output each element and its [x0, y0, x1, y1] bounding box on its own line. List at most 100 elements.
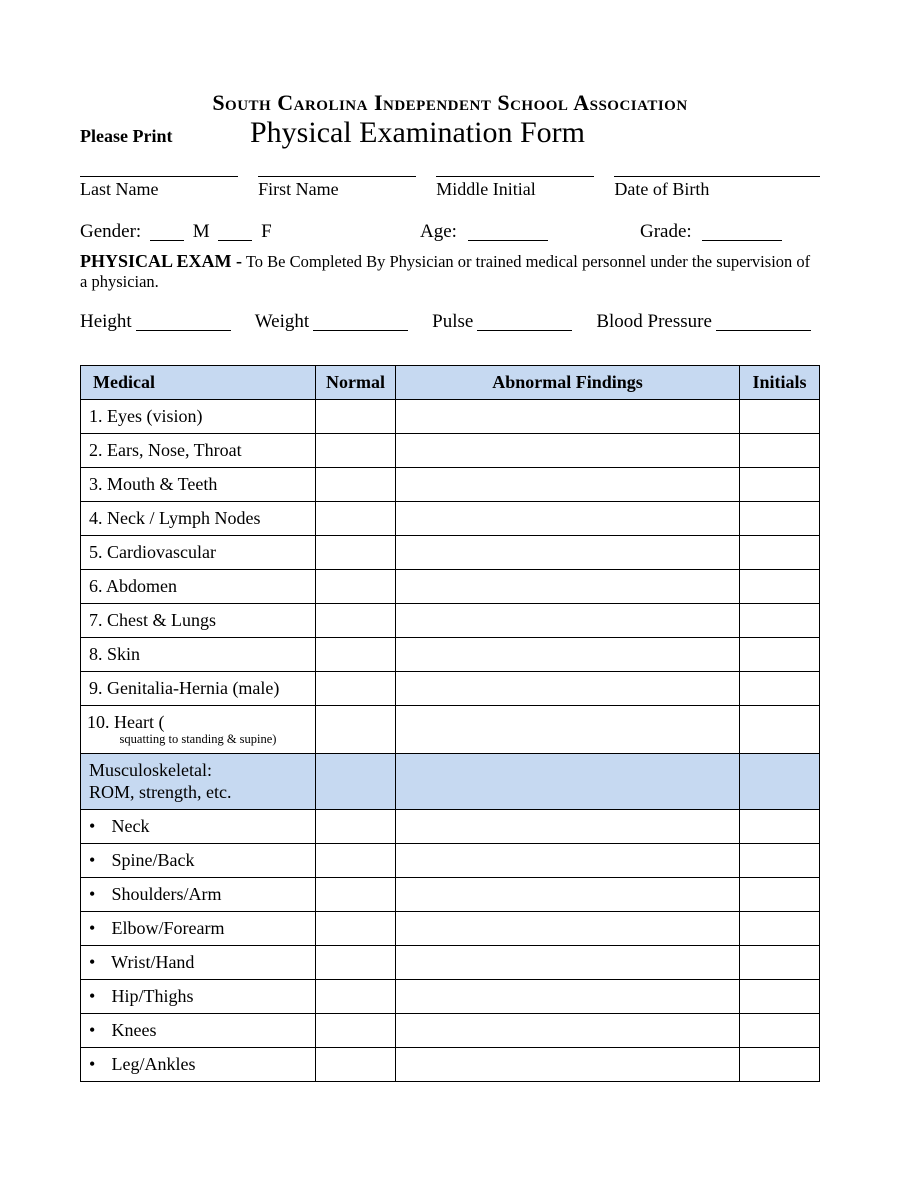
height-blank[interactable] [136, 312, 231, 331]
normal-cell[interactable] [316, 434, 396, 468]
name-row: Last Name First Name Middle Initial Date… [80, 176, 820, 200]
physical-exam-lead: PHYSICAL EXAM - [80, 251, 242, 271]
abnormal-cell[interactable] [396, 946, 740, 980]
normal-cell[interactable] [316, 1048, 396, 1082]
normal-cell[interactable] [316, 638, 396, 672]
medical-label: • Neck [81, 810, 316, 844]
initials-cell[interactable] [740, 434, 820, 468]
abnormal-cell[interactable] [396, 672, 740, 706]
abnormal-cell[interactable] [396, 878, 740, 912]
medical-label: 3. Mouth & Teeth [81, 468, 316, 502]
initials-cell[interactable] [740, 912, 820, 946]
abnormal-cell[interactable] [396, 912, 740, 946]
normal-cell[interactable] [316, 468, 396, 502]
normal-cell[interactable] [316, 980, 396, 1014]
medical-label: 2. Ears, Nose, Throat [81, 434, 316, 468]
initials-cell [740, 754, 820, 810]
medical-label: 8. Skin [81, 638, 316, 672]
last-name-field[interactable]: Last Name [80, 176, 238, 200]
normal-cell[interactable] [316, 570, 396, 604]
vitals-row: Height Weight Pulse Blood Pressure [80, 308, 820, 333]
normal-cell[interactable] [316, 536, 396, 570]
height-label: Height [80, 311, 132, 332]
abnormal-cell[interactable] [396, 570, 740, 604]
table-row: • Hip/Thighs [81, 980, 820, 1014]
age-blank[interactable] [468, 222, 548, 241]
normal-cell[interactable] [316, 912, 396, 946]
table-row: • Wrist/Hand [81, 946, 820, 980]
abnormal-cell[interactable] [396, 810, 740, 844]
normal-cell[interactable] [316, 844, 396, 878]
initials-cell[interactable] [740, 706, 820, 754]
normal-cell[interactable] [316, 946, 396, 980]
please-print-label: Please Print [80, 126, 250, 147]
abnormal-cell[interactable] [396, 980, 740, 1014]
initials-cell[interactable] [740, 980, 820, 1014]
first-name-field[interactable]: First Name [258, 176, 416, 200]
age-group: Age: [420, 218, 640, 243]
pulse-group: Pulse [432, 308, 572, 333]
pulse-label: Pulse [432, 311, 473, 332]
initials-cell[interactable] [740, 570, 820, 604]
height-group: Height [80, 308, 231, 333]
initials-cell[interactable] [740, 638, 820, 672]
normal-cell[interactable] [316, 502, 396, 536]
weight-blank[interactable] [313, 312, 408, 331]
initials-cell[interactable] [740, 810, 820, 844]
initials-cell[interactable] [740, 502, 820, 536]
gender-f-blank[interactable] [218, 222, 252, 241]
pulse-blank[interactable] [477, 312, 572, 331]
gender-age-grade-row: Gender: M F Age: Grade: [80, 218, 820, 243]
normal-cell[interactable] [316, 1014, 396, 1048]
last-name-label: Last Name [80, 177, 238, 200]
grade-blank[interactable] [702, 222, 782, 241]
initials-cell[interactable] [740, 400, 820, 434]
table-row: • Elbow/Forearm [81, 912, 820, 946]
medical-label: 7. Chest & Lungs [81, 604, 316, 638]
abnormal-cell[interactable] [396, 400, 740, 434]
gender-m-blank[interactable] [150, 222, 184, 241]
initials-cell[interactable] [740, 468, 820, 502]
abnormal-cell[interactable] [396, 706, 740, 754]
initials-cell[interactable] [740, 604, 820, 638]
abnormal-cell[interactable] [396, 604, 740, 638]
medical-label: 6. Abdomen [81, 570, 316, 604]
th-normal: Normal [316, 366, 396, 400]
grade-group: Grade: [640, 218, 820, 243]
abnormal-cell[interactable] [396, 434, 740, 468]
normal-cell[interactable] [316, 672, 396, 706]
normal-cell[interactable] [316, 810, 396, 844]
medical-label: • Knees [81, 1014, 316, 1048]
normal-cell[interactable] [316, 878, 396, 912]
dob-field[interactable]: Date of Birth [614, 176, 820, 200]
normal-cell[interactable] [316, 706, 396, 754]
initials-cell[interactable] [740, 1014, 820, 1048]
weight-group: Weight [255, 308, 408, 333]
initials-cell[interactable] [740, 946, 820, 980]
initials-cell[interactable] [740, 536, 820, 570]
table-row: • Shoulders/Arm [81, 878, 820, 912]
initials-cell[interactable] [740, 1048, 820, 1082]
normal-cell[interactable] [316, 604, 396, 638]
middle-initial-field[interactable]: Middle Initial [436, 176, 594, 200]
bullet-icon: • [89, 1020, 107, 1041]
initials-cell[interactable] [740, 844, 820, 878]
bp-blank[interactable] [716, 312, 811, 331]
abnormal-cell[interactable] [396, 1048, 740, 1082]
normal-cell [316, 754, 396, 810]
org-title: South Carolina Independent School Associ… [80, 90, 820, 116]
abnormal-cell[interactable] [396, 468, 740, 502]
weight-label: Weight [255, 311, 309, 332]
medical-label: • Elbow/Forearm [81, 912, 316, 946]
normal-cell[interactable] [316, 400, 396, 434]
abnormal-cell[interactable] [396, 502, 740, 536]
initials-cell[interactable] [740, 672, 820, 706]
abnormal-cell[interactable] [396, 536, 740, 570]
first-name-label: First Name [258, 177, 416, 200]
medical-label-heart: 10. Heart (squatting to standing & supin… [81, 706, 316, 754]
table-header-row: Medical Normal Abnormal Findings Initial… [81, 366, 820, 400]
abnormal-cell[interactable] [396, 844, 740, 878]
abnormal-cell[interactable] [396, 638, 740, 672]
abnormal-cell[interactable] [396, 1014, 740, 1048]
initials-cell[interactable] [740, 878, 820, 912]
